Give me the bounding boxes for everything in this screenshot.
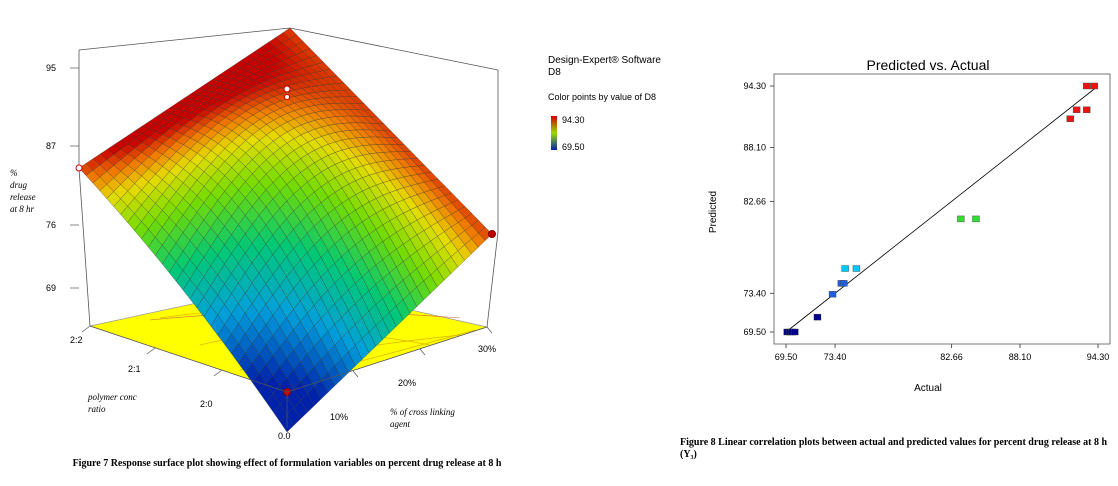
y-axis: 0.0 10% 20% 30% % of cross linking agent [278, 326, 496, 441]
z-label-line: release [10, 192, 36, 202]
x-axis: 2:2 2:1 2:0 polymer conc ratio [70, 325, 288, 414]
color-legend-bar [551, 116, 557, 150]
x-tick: 2:0 [200, 399, 213, 409]
legend-min: 69.50 [562, 142, 585, 152]
y-tick-label: 73.40 [743, 288, 766, 298]
data-point [972, 215, 980, 223]
response-surface-plot: 95 87 76 69 % drug release at 8 hr 2:2 2… [10, 27, 585, 441]
y-tick: 10% [330, 412, 348, 422]
y-ticks: 69.50 73.40 82.66 88.10 94.30 [743, 81, 774, 337]
design-point-top [283, 85, 291, 93]
x-tick-label: 88.10 [1009, 352, 1032, 362]
fit-line-segment [785, 85, 1099, 333]
x-tick-label: 82.66 [940, 352, 963, 362]
data-point [1066, 115, 1075, 122]
x-axis-label: Actual [914, 383, 942, 394]
data-point [852, 265, 861, 272]
y-tick: 30% [478, 344, 496, 354]
figure-7-caption: Figure 7 Response surface plot showing e… [72, 458, 502, 469]
y-axis-label: Predicted [708, 191, 719, 233]
x-tick: 2:1 [128, 364, 141, 374]
data-point [957, 215, 965, 223]
fit-line [785, 85, 1099, 333]
z-label-line: % [10, 168, 18, 178]
x-ticks: 69.50 73.40 82.66 88.10 94.30 [775, 344, 1110, 362]
y-tick-label: 88.10 [743, 143, 766, 153]
predicted-vs-actual-chart: Predicted vs. Actual 69.50 73.40 82.66 88.1… [708, 57, 1111, 394]
y-tick-label: 69.50 [743, 327, 766, 337]
x-tick-label: 69.50 [775, 352, 798, 362]
x-tick-label: 73.40 [824, 352, 847, 362]
x-tick-label: 94.30 [1087, 352, 1110, 362]
z-tick: 76 [46, 220, 56, 230]
z-tick: 69 [46, 283, 56, 293]
z-label-line: at 8 hr [10, 204, 35, 214]
chart-title: Predicted vs. Actual [867, 57, 990, 73]
z-tick: 87 [46, 141, 56, 151]
y-tick: 20% [398, 378, 416, 388]
x-label-line: polymer conc [87, 392, 137, 402]
data-point [1072, 106, 1081, 114]
design-point-top2 [284, 94, 290, 100]
y-tick-label: 94.30 [743, 81, 766, 91]
surface-mesh [78, 27, 493, 433]
data-points [783, 82, 1098, 336]
design-point-right [488, 230, 496, 238]
z-axis: 95 87 76 69 [46, 63, 79, 293]
color-note: Color points by value of D8 [548, 92, 657, 102]
x-tick: 2:2 [70, 335, 83, 345]
color-legend: 94.30 69.50 [551, 115, 585, 152]
legend-max: 94.30 [562, 115, 585, 125]
data-point [1082, 82, 1091, 90]
figure-8-caption: Figure 8 Linear correlation plots betwee… [680, 437, 1108, 460]
z-tick: 95 [46, 63, 56, 73]
x-label-line: ratio [88, 404, 106, 414]
data-point [1082, 106, 1091, 114]
data-point [841, 265, 849, 272]
software-label: Design-Expert® Software [548, 55, 661, 66]
data-point [791, 328, 799, 336]
data-point [813, 313, 822, 321]
y-label-line: % of cross linking [390, 407, 455, 417]
y-tick: 0.0 [278, 431, 291, 441]
design-point-left [75, 164, 83, 172]
z-axis-label: % drug release at 8 hr [10, 168, 36, 214]
y-label-line: agent [390, 419, 410, 429]
data-point [1090, 82, 1098, 90]
z-label-line: drug [10, 180, 28, 190]
data-point [840, 280, 848, 287]
y-tick-label: 82.66 [743, 196, 766, 206]
response-name: D8 [548, 67, 561, 78]
data-point [828, 291, 837, 298]
